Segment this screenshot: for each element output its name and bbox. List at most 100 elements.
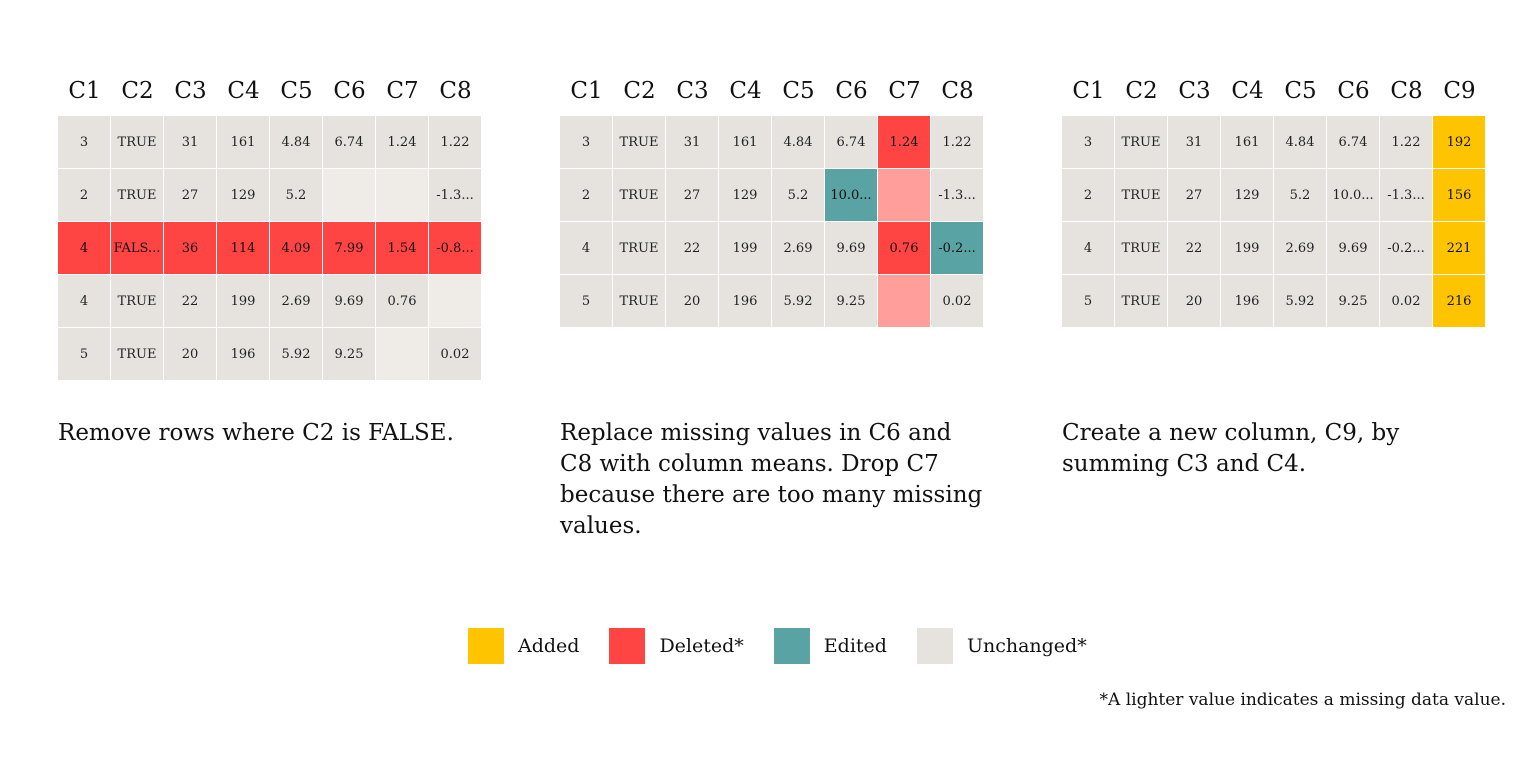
- table-cell: 10.0...: [1327, 169, 1379, 221]
- table-cell: 129: [217, 169, 269, 221]
- table-cell: 196: [217, 328, 269, 380]
- table-cell: 31: [1168, 116, 1220, 168]
- panel-new-column: C1 C2 C3 C4 C5 C6 C8 C9 3 TRUE 31 161 4.84 6.74 1.22 1…: [1062, 70, 1486, 328]
- table-cell: 31: [666, 116, 718, 168]
- column-header: C3: [1178, 78, 1211, 104]
- table-row: 5 TRUE 20 196 5.92 9.25 0.02: [58, 328, 482, 381]
- column-header: C6: [333, 78, 366, 104]
- table-cell: 0.76: [878, 222, 930, 274]
- table-cell: 9.25: [825, 275, 877, 327]
- table-cell: 2: [1062, 169, 1114, 221]
- table-cell: 156: [1433, 169, 1485, 221]
- table-cell: 0.02: [1380, 275, 1432, 327]
- table-cell: -1.3...: [1380, 169, 1432, 221]
- table-cell: 9.25: [1327, 275, 1379, 327]
- column-header: C9: [1443, 78, 1476, 104]
- table-row: 4 TRUE 22 199 2.69 9.69 0.76: [58, 275, 482, 328]
- table-row: 4 TRUE 22 199 2.69 9.69 0.76 -0.2...: [560, 222, 984, 275]
- table-cell: [376, 169, 428, 221]
- column-header: C4: [227, 78, 260, 104]
- table-cell: 0.02: [429, 328, 481, 380]
- table-row: 5 TRUE 20 196 5.92 9.25 0.02: [560, 275, 984, 328]
- column-header: C4: [1231, 78, 1264, 104]
- column-headers: C1 C2 C3 C4 C5 C6 C8 C9: [1062, 70, 1486, 116]
- table-cell: 4.84: [270, 116, 322, 168]
- table-cell: 2: [560, 169, 612, 221]
- table-cell: 5.92: [1274, 275, 1326, 327]
- table-cell: TRUE: [1115, 275, 1167, 327]
- table-cell: 20: [164, 328, 216, 380]
- table-cell: 129: [719, 169, 771, 221]
- legend-item-edited: Edited: [773, 628, 887, 664]
- table-cell: 196: [719, 275, 771, 327]
- table-cell: TRUE: [613, 116, 665, 168]
- table-cell: 22: [1168, 222, 1220, 274]
- table-cell: 2: [58, 169, 110, 221]
- column-header: C3: [676, 78, 709, 104]
- table-cell: -1.3...: [931, 169, 983, 221]
- table-cell: 114: [217, 222, 269, 274]
- column-header: C5: [782, 78, 815, 104]
- table-cell: 221: [1433, 222, 1485, 274]
- table-cell: 20: [1168, 275, 1220, 327]
- table-cell: 4.84: [1274, 116, 1326, 168]
- table-cell: 4: [1062, 222, 1114, 274]
- panel-replace-missing: C1 C2 C3 C4 C5 C6 C7 C8 3 TRUE 31 161 4.84 6.74 1.24 1…: [560, 70, 984, 328]
- table-cell: 196: [1221, 275, 1273, 327]
- legend-label: Deleted*: [659, 635, 744, 657]
- table-cell: 5.2: [772, 169, 824, 221]
- table-row: 2 TRUE 27 129 5.2 -1.3...: [58, 169, 482, 222]
- table-cell: 6.74: [323, 116, 375, 168]
- column-header: C7: [386, 78, 419, 104]
- table-cell: 0.76: [376, 275, 428, 327]
- table-cell: 4: [58, 222, 110, 274]
- table-cell: 2.69: [1274, 222, 1326, 274]
- column-header: C8: [439, 78, 472, 104]
- legend-item-unchanged: Unchanged*: [916, 628, 1087, 664]
- table-cell: TRUE: [111, 275, 163, 327]
- data-table: 3 TRUE 31 161 4.84 6.74 1.24 1.22 2 TRUE 27 129 5.2 1…: [560, 116, 984, 328]
- table-cell: 216: [1433, 275, 1485, 327]
- legend: Added Deleted* Edited Unchanged*: [468, 628, 1117, 664]
- table-cell: 9.69: [1327, 222, 1379, 274]
- table-row: 3 TRUE 31 161 4.84 6.74 1.24 1.22: [560, 116, 984, 169]
- column-header: C6: [835, 78, 868, 104]
- table-cell: 5.92: [772, 275, 824, 327]
- table-cell: 1.22: [1380, 116, 1432, 168]
- table-cell: 5: [58, 328, 110, 380]
- table-row: 2 TRUE 27 129 5.2 10.0... -1.3...: [560, 169, 984, 222]
- column-header: C2: [623, 78, 656, 104]
- column-header: C7: [888, 78, 921, 104]
- table-cell: [376, 328, 428, 380]
- table-cell: [429, 275, 481, 327]
- table-cell: 1.22: [931, 116, 983, 168]
- table-cell: 36: [164, 222, 216, 274]
- table-cell: TRUE: [111, 116, 163, 168]
- table-cell: -0.2...: [931, 222, 983, 274]
- legend-label: Unchanged*: [966, 635, 1087, 657]
- column-headers: C1 C2 C3 C4 C5 C6 C7 C8: [58, 70, 482, 116]
- table-cell: 1.24: [878, 116, 930, 168]
- table-cell: -1.3...: [429, 169, 481, 221]
- column-header: C1: [1072, 78, 1105, 104]
- table-cell: -0.8...: [429, 222, 481, 274]
- table-cell: 22: [164, 275, 216, 327]
- table-cell: 9.25: [323, 328, 375, 380]
- table-cell: 5.92: [270, 328, 322, 380]
- table-cell: 27: [1168, 169, 1220, 221]
- caption-new-column: Create a new column, C9, by summing C3 a…: [1062, 420, 1400, 477]
- table-cell: 161: [719, 116, 771, 168]
- table-cell: TRUE: [1115, 222, 1167, 274]
- table-cell: [323, 169, 375, 221]
- table-cell: -0.2...: [1380, 222, 1432, 274]
- table-cell: 199: [719, 222, 771, 274]
- column-header: C8: [941, 78, 974, 104]
- table-row: 2 TRUE 27 129 5.2 10.0... -1.3... 156: [1062, 169, 1486, 222]
- legend-swatch: [468, 628, 504, 664]
- table-cell: TRUE: [613, 222, 665, 274]
- legend-item-deleted: Deleted*: [609, 628, 744, 664]
- table-cell: TRUE: [1115, 116, 1167, 168]
- table-cell: TRUE: [111, 328, 163, 380]
- table-cell: 3: [560, 116, 612, 168]
- table-cell: 27: [666, 169, 718, 221]
